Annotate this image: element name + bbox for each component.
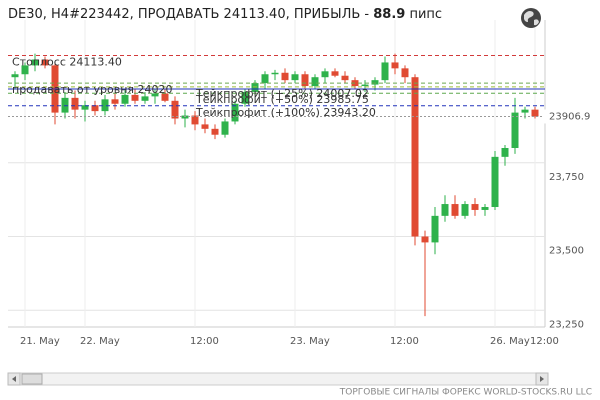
candle-body <box>231 103 239 122</box>
x-tick-label: 12:00 <box>530 336 559 347</box>
candle-body <box>71 97 79 110</box>
candle-body <box>101 99 109 112</box>
candle-body <box>301 74 309 87</box>
candle-body <box>401 68 409 78</box>
candle-body <box>181 115 189 119</box>
candle-body <box>431 215 439 243</box>
last-price-box <box>543 109 595 124</box>
candle-body <box>11 74 19 78</box>
candle-body <box>111 99 119 104</box>
y-tick-label: 23,500 <box>549 246 584 257</box>
title-unit: пипс <box>405 7 442 22</box>
candle-body <box>201 124 209 129</box>
arrow <box>12 376 16 382</box>
candle-body <box>481 207 489 210</box>
candle-body <box>161 93 169 101</box>
level-label: Стоплосс 24113.40 <box>12 56 122 69</box>
level-label: Тейкпрофит (+100%) 23943.20 <box>195 106 376 119</box>
x-tick-label: 21. May <box>20 336 60 347</box>
x-tick-label: 23. May <box>290 336 330 347</box>
candle-body <box>521 109 529 113</box>
candle-body <box>451 204 459 216</box>
scroll-thumb[interactable] <box>21 373 43 385</box>
globe-icon[interactable] <box>521 8 541 28</box>
title-profit: 88.9 <box>373 7 405 22</box>
candle-body <box>411 77 419 237</box>
x-tick-label: 26. May <box>490 336 530 347</box>
candle-body <box>41 59 49 66</box>
x-tick-label: 12:00 <box>390 336 419 347</box>
candle-body <box>21 65 29 75</box>
y-tick-label: 23,750 <box>549 172 584 183</box>
candle-body <box>361 84 369 87</box>
candle-body <box>251 83 259 92</box>
candle-body <box>291 74 299 81</box>
candle-body <box>211 128 219 135</box>
candle-body <box>241 91 249 104</box>
candle-body <box>91 105 99 112</box>
chart-title: DE30, H4#223442, ПРОДАВАТЬ 24113.40, ПРИ… <box>8 7 442 22</box>
candle-body <box>221 121 229 135</box>
x-tick-label: 22. May <box>80 336 120 347</box>
candle-body <box>191 115 199 125</box>
level-label: продавать от уровня 24020 <box>12 83 173 96</box>
candle-body <box>281 72 289 81</box>
candle-body <box>381 62 389 81</box>
candle-body <box>501 148 509 157</box>
candle-body <box>371 80 379 85</box>
candle-body <box>171 100 179 119</box>
candle-body <box>531 109 539 117</box>
last-price-label: 23906.9 <box>549 111 590 122</box>
candle-body <box>471 204 479 210</box>
candle-body <box>31 59 39 66</box>
candle-body <box>391 62 399 69</box>
candle-body <box>441 204 449 216</box>
candle-body <box>131 94 139 101</box>
candle-body <box>341 75 349 81</box>
candle-body <box>141 96 149 101</box>
candle-body <box>81 105 89 110</box>
plot <box>8 20 546 328</box>
candle-body <box>311 77 319 87</box>
arrow <box>540 376 544 382</box>
x-tick-label: 12:00 <box>190 336 219 347</box>
scrollbar[interactable] <box>7 372 549 386</box>
globe-land <box>524 11 539 26</box>
level-label: Тейкпрофит (+25%) 24007.02 <box>195 87 369 100</box>
candle-body <box>271 72 279 75</box>
level-label: Тейкпрофит (+50%) 23985.75 <box>195 93 369 106</box>
candle-body <box>461 204 469 216</box>
y-tick-label: 23,250 <box>549 319 584 330</box>
candle-body <box>151 93 159 97</box>
candle-body <box>261 74 269 84</box>
title-text: DE30, H4#223442, ПРОДАВАТЬ 24113.40, ПРИ… <box>8 7 373 22</box>
candle-body <box>331 71 339 76</box>
candle-body <box>321 71 329 78</box>
candle-body <box>511 112 519 148</box>
candle-body <box>61 97 69 113</box>
candle-body <box>121 94 129 104</box>
candle-body <box>491 156 499 207</box>
footer: ТОРГОВЫЕ СИГНАЛЫ ФОРЕКС WORLD-STOCKS.RU … <box>339 388 592 398</box>
candle-body <box>421 236 429 243</box>
